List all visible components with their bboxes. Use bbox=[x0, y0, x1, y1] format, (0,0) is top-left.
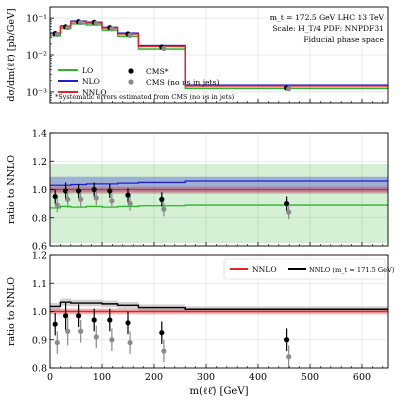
data-point bbox=[93, 195, 99, 201]
legend-label: CMS* bbox=[146, 67, 169, 76]
y-tick-label: 10⁻¹ bbox=[26, 14, 47, 25]
data-point bbox=[76, 188, 82, 194]
data-point bbox=[91, 186, 97, 193]
data-point bbox=[78, 19, 84, 26]
y-tick-label: 1.2 bbox=[32, 157, 47, 168]
data-point bbox=[91, 317, 97, 323]
data-point bbox=[54, 202, 60, 208]
y-tick-label: 10⁻² bbox=[26, 51, 47, 62]
annotation-line: Fiducial phase space bbox=[303, 35, 384, 44]
data-point bbox=[127, 32, 133, 38]
y-tick-label: 0.8 bbox=[32, 213, 47, 224]
data-point bbox=[109, 198, 115, 204]
data-point bbox=[109, 26, 115, 32]
data-point bbox=[161, 348, 167, 354]
data-point bbox=[159, 196, 165, 202]
legend-marker bbox=[128, 68, 134, 74]
legend: LO NLO NNLO CMS* CMS (no νs in jets) bbox=[58, 66, 219, 97]
data-point bbox=[127, 201, 133, 207]
legend-label: NNLO bbox=[252, 265, 277, 274]
x-tick-label: 600 bbox=[353, 372, 371, 383]
y-tick-label: 1.1 bbox=[32, 279, 47, 290]
data-point bbox=[286, 86, 292, 92]
legend: NNLO NNLO (m_t = 171.5 GeV) bbox=[223, 258, 395, 280]
data-point bbox=[63, 188, 69, 194]
data-point bbox=[52, 193, 58, 200]
x-tick-label: 0 bbox=[47, 372, 53, 383]
data-point bbox=[286, 354, 292, 360]
legend-label: NLO bbox=[82, 77, 100, 86]
data-point bbox=[93, 334, 99, 340]
y-tick-label: 0.6 bbox=[32, 242, 47, 253]
data-point bbox=[78, 328, 84, 334]
series-line bbox=[50, 301, 388, 310]
x-tick-label: 100 bbox=[93, 372, 111, 383]
y-tick-label: 1.0 bbox=[32, 307, 47, 318]
panel-cross-section: 10⁻³ 10⁻² 10⁻¹ m_t = 172.5 GeV LHC 13 TeV Sc… bbox=[6, 6, 389, 104]
data-point bbox=[109, 337, 115, 343]
legend-label: NNLO (m_t = 171.5 GeV) bbox=[309, 266, 395, 274]
data-point bbox=[54, 339, 60, 346]
uncertainty-band bbox=[50, 164, 388, 244]
y-axis-label: ratio to NNLO bbox=[6, 155, 17, 224]
y-tick-label: 1.2 bbox=[32, 251, 47, 262]
data-point bbox=[76, 313, 82, 319]
legend-label: CMS (no νs in jets) bbox=[146, 78, 219, 87]
data-point bbox=[159, 330, 165, 336]
y-tick-label: 10⁻³ bbox=[26, 87, 47, 98]
x-tick-label: 400 bbox=[249, 372, 267, 383]
panel-ratio-1: 0.6 0.8 1.0 1.2 1.4 ratio to NNLO bbox=[6, 129, 389, 253]
y-axis-label: ratio to NNLO bbox=[6, 277, 17, 346]
data-point bbox=[78, 196, 84, 202]
data-point bbox=[63, 313, 69, 319]
y-tick-label: 1.4 bbox=[32, 129, 47, 140]
y-axis-label: dσ/dm(ℓℓ̄) [pb/GeV] bbox=[6, 8, 17, 101]
annotation-line: Scale: H_T/4 PDF: NNPDF31 bbox=[272, 24, 384, 33]
data-point bbox=[107, 188, 113, 194]
data-point bbox=[284, 337, 290, 343]
data-point bbox=[93, 20, 99, 26]
data-point bbox=[127, 339, 133, 346]
legend-label: LO bbox=[82, 66, 93, 75]
x-tick-label: 200 bbox=[145, 372, 163, 383]
data-point bbox=[65, 328, 71, 334]
annotation-line: m_t = 172.5 GeV LHC 13 TeV bbox=[270, 13, 385, 22]
legend-label: NNLO bbox=[82, 88, 107, 97]
data-point bbox=[161, 45, 167, 52]
uncertainty-band bbox=[50, 186, 388, 194]
legend-marker bbox=[128, 79, 134, 85]
y-tick-label: 0.9 bbox=[32, 335, 47, 346]
data-point bbox=[161, 206, 167, 212]
data-point bbox=[125, 320, 131, 326]
x-tick-label: 500 bbox=[301, 372, 319, 383]
data-point bbox=[125, 192, 131, 198]
y-tick-label: 0.8 bbox=[32, 364, 47, 375]
data-point bbox=[107, 317, 113, 323]
data-point bbox=[52, 321, 58, 327]
data-point bbox=[284, 201, 290, 207]
data-point bbox=[54, 31, 60, 38]
data-point bbox=[65, 196, 71, 202]
footnote: *Systematic errors estimated from CMS (n… bbox=[55, 93, 235, 101]
x-tick-label: 300 bbox=[197, 372, 215, 383]
x-axis-label: m(ℓℓ̄) [GeV] bbox=[190, 386, 249, 397]
panel-ratio-2: 0.8 0.9 1.0 1.1 1.2 NNLO NNLO (m_t = 171.5 GeV… bbox=[6, 251, 395, 398]
data-point bbox=[65, 25, 71, 31]
data-point bbox=[286, 209, 292, 215]
y-tick-label: 1.0 bbox=[32, 185, 47, 196]
